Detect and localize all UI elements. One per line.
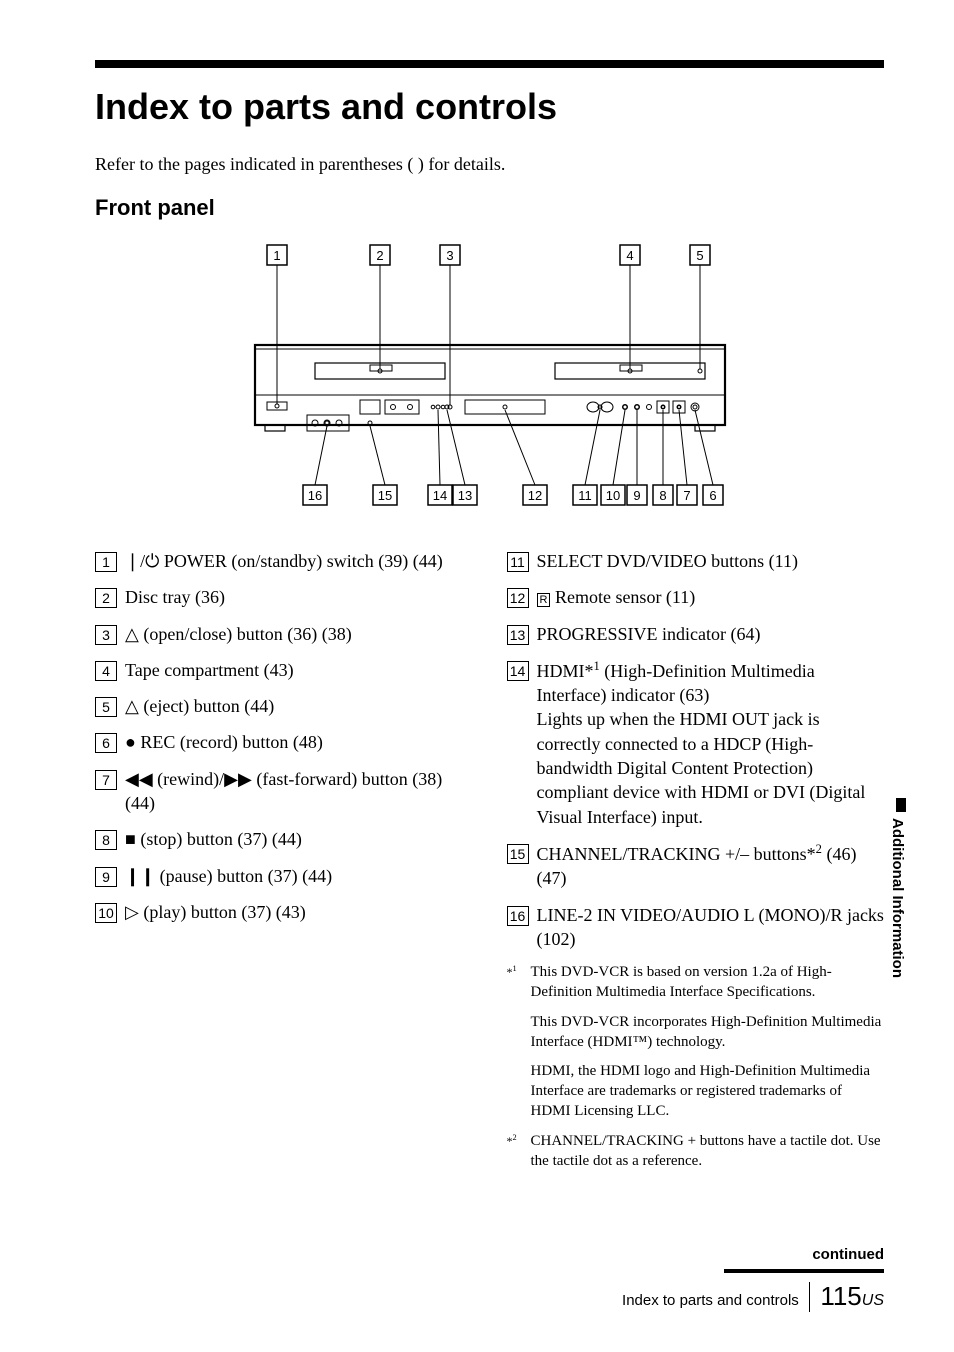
svg-text:16: 16	[307, 488, 321, 503]
list-item: 8 ■ (stop) button (37) (44)	[95, 827, 473, 851]
side-tab-label: Additional Information	[889, 818, 906, 978]
item-text: ▷ (play) button (37) (43)	[125, 900, 473, 924]
item-text: △ (eject) button (44)	[125, 694, 473, 718]
item-number-box: 6	[95, 733, 117, 753]
subheading: Front panel	[95, 195, 884, 221]
item-text: CHANNEL/TRACKING +/– buttons*2 (46) (47)	[537, 841, 885, 891]
list-item: 14 HDMI*1 (High-Definition Multimedia Int…	[507, 658, 885, 829]
item-number-box: 3	[95, 625, 117, 645]
side-tab: Additional Information	[884, 800, 906, 1060]
list-item: 1 ❘/⏻ POWER (on/standby) switch (39) (44)	[95, 549, 473, 573]
page-footer: continued Index to parts and controls 11…	[95, 1246, 884, 1312]
svg-text:14: 14	[432, 488, 446, 503]
item-text: R Remote sensor (11)	[537, 585, 885, 609]
footnote-mark: *1	[507, 963, 531, 1003]
footer-bottom: Index to parts and controls 115US	[95, 1281, 884, 1312]
item-text: LINE-2 IN VIDEO/AUDIO L (MONO)/R jacks (…	[537, 903, 885, 952]
list-item: 4 Tape compartment (43)	[95, 658, 473, 682]
svg-text:9: 9	[633, 488, 640, 503]
item-number-box: 7	[95, 770, 117, 790]
item-number-box: 5	[95, 697, 117, 717]
svg-text:10: 10	[605, 488, 619, 503]
list-item: 10 ▷ (play) button (37) (43)	[95, 900, 473, 924]
footnote-text: This DVD-VCR is based on version 1.2a of…	[531, 963, 885, 1003]
item-text: Tape compartment (43)	[125, 658, 473, 682]
list-item: 16 LINE-2 IN VIDEO/AUDIO L (MONO)/R jacks…	[507, 903, 885, 952]
svg-text:11: 11	[578, 488, 592, 503]
item-number-box: 13	[507, 625, 529, 645]
footnote-mark	[507, 1062, 531, 1121]
item-text: Disc tray (36)	[125, 585, 473, 609]
item-text: ❙❙ (pause) button (37) (44)	[125, 864, 473, 888]
svg-text:8: 8	[659, 488, 666, 503]
footnote-text: HDMI, the HDMI logo and High-Definition …	[531, 1062, 885, 1121]
list-item: 2 Disc tray (36)	[95, 585, 473, 609]
svg-text:6: 6	[709, 488, 716, 503]
svg-text:12: 12	[527, 488, 541, 503]
svg-text:15: 15	[377, 488, 391, 503]
page-title: Index to parts and controls	[95, 86, 884, 128]
list-item: 13 PROGRESSIVE indicator (64)	[507, 622, 885, 646]
svg-text:5: 5	[696, 248, 703, 263]
footer-divider	[809, 1282, 811, 1312]
footnote: HDMI, the HDMI logo and High-Definition …	[507, 1062, 885, 1121]
continued-label: continued	[95, 1246, 884, 1263]
item-text: ◀◀ (rewind)/▶▶ (fast-forward) button (38…	[125, 767, 473, 816]
footnote-text: This DVD-VCR incorporates High-Definitio…	[531, 1013, 885, 1053]
item-number-box: 4	[95, 661, 117, 681]
page-number: 115	[820, 1281, 861, 1311]
intro-text: Refer to the pages indicated in parenthe…	[95, 154, 884, 175]
list-item: 6 ● REC (record) button (48)	[95, 730, 473, 754]
item-number-box: 14	[507, 661, 529, 681]
item-number-box: 15	[507, 844, 529, 864]
item-number-box: 11	[507, 552, 529, 572]
svg-text:4: 4	[626, 248, 633, 263]
item-text: SELECT DVD/VIDEO buttons (11)	[537, 549, 885, 573]
list-item: 9 ❙❙ (pause) button (37) (44)	[95, 864, 473, 888]
item-text: HDMI*1 (High-Definition Multimedia Inter…	[537, 658, 885, 829]
items-columns: 1 ❘/⏻ POWER (on/standby) switch (39) (44)…	[95, 549, 884, 1181]
footnote: *1This DVD-VCR is based on version 1.2a …	[507, 963, 885, 1003]
item-number-box: 1	[95, 552, 117, 572]
front-panel-diagram: 12345161514131211109876	[95, 235, 884, 525]
right-column: 11 SELECT DVD/VIDEO buttons (11) 12 R Remot…	[507, 549, 885, 1181]
item-number-box: 16	[507, 906, 529, 926]
list-item: 12 R Remote sensor (11)	[507, 585, 885, 609]
svg-text:1: 1	[273, 248, 280, 263]
item-text: ❘/⏻ POWER (on/standby) switch (39) (44)	[125, 549, 473, 573]
left-column: 1 ❘/⏻ POWER (on/standby) switch (39) (44)…	[95, 549, 473, 1181]
list-item: 3 △ (open/close) button (36) (38)	[95, 622, 473, 646]
page-suffix: US	[862, 1292, 884, 1309]
item-text: △ (open/close) button (36) (38)	[125, 622, 473, 646]
svg-text:13: 13	[457, 488, 471, 503]
svg-text:7: 7	[683, 488, 690, 503]
item-number-box: 9	[95, 867, 117, 887]
item-number-box: 12	[507, 588, 529, 608]
diagram-svg: 12345161514131211109876	[190, 235, 790, 525]
footnote-mark: *2	[507, 1132, 531, 1172]
item-text: ■ (stop) button (37) (44)	[125, 827, 473, 851]
footer-rule	[724, 1269, 884, 1273]
list-item: 11 SELECT DVD/VIDEO buttons (11)	[507, 549, 885, 573]
svg-text:2: 2	[376, 248, 383, 263]
footnote: *2CHANNEL/TRACKING + buttons have a tact…	[507, 1132, 885, 1172]
footer-section-label: Index to parts and controls	[622, 1292, 799, 1309]
top-rule	[95, 60, 884, 68]
item-number-box: 10	[95, 903, 117, 923]
page-number-group: 115US	[820, 1281, 884, 1312]
item-text: PROGRESSIVE indicator (64)	[537, 622, 885, 646]
item-number-box: 8	[95, 830, 117, 850]
list-item: 15 CHANNEL/TRACKING +/– buttons*2 (46) (4…	[507, 841, 885, 891]
item-number-box: 2	[95, 588, 117, 608]
item-text: ● REC (record) button (48)	[125, 730, 473, 754]
svg-text:3: 3	[446, 248, 453, 263]
footnote-mark	[507, 1013, 531, 1053]
footnote: This DVD-VCR incorporates High-Definitio…	[507, 1013, 885, 1053]
list-item: 5 △ (eject) button (44)	[95, 694, 473, 718]
side-tab-marker	[896, 798, 906, 812]
list-item: 7 ◀◀ (rewind)/▶▶ (fast-forward) button (3…	[95, 767, 473, 816]
footnote-text: CHANNEL/TRACKING + buttons have a tactil…	[531, 1132, 885, 1172]
